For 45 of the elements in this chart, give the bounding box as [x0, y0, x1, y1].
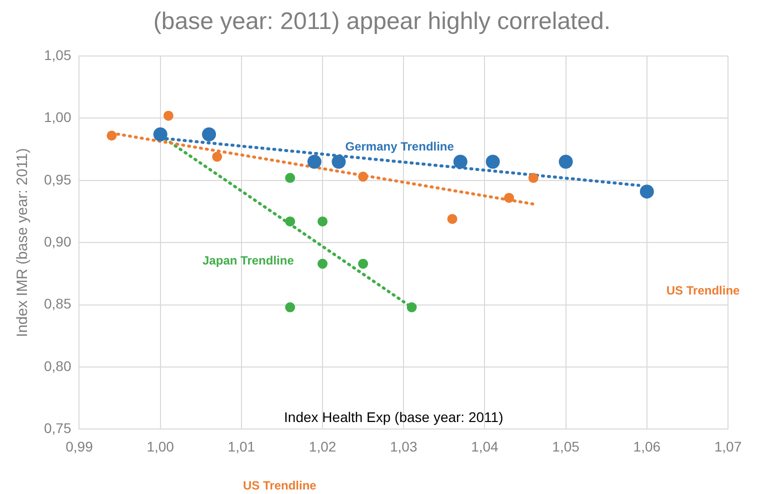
- y-tick-label: 1,00: [44, 109, 72, 126]
- point: [106, 130, 117, 141]
- point: [153, 127, 168, 142]
- point: [202, 127, 216, 142]
- y-tick-label: 0,80: [44, 358, 72, 374]
- point: [285, 216, 296, 226]
- point: [358, 172, 368, 182]
- point: [447, 214, 458, 224]
- text: US Trendline: [666, 283, 740, 298]
- point: [453, 154, 468, 169]
- point: [486, 154, 500, 169]
- point: [318, 258, 328, 269]
- y-tick-label: 0,75: [44, 420, 72, 436]
- y-tick-label: 0,90: [44, 233, 72, 250]
- x-tick-label: 1,04: [471, 438, 499, 454]
- series-label: Japan Trendline: [202, 254, 294, 268]
- y-axis-title: Index IMR (base year: 2011): [14, 148, 32, 338]
- point: [285, 302, 296, 312]
- x-axis-title: Index Health Exp (base year: 2011): [284, 409, 504, 426]
- y-tick-label: 0,95: [44, 171, 72, 188]
- point: [640, 184, 654, 199]
- point: [332, 154, 346, 169]
- x-tick-label: 1,06: [633, 438, 661, 454]
- point: [318, 216, 328, 226]
- series-label: Germany Trendline: [345, 140, 454, 154]
- x-tick-label: 1,00: [146, 438, 174, 454]
- x-tick-label: 1,03: [390, 438, 418, 454]
- point: [406, 302, 417, 312]
- point: [163, 110, 174, 121]
- x-tick-label: 1,02: [308, 438, 336, 454]
- point: [504, 192, 514, 203]
- point: [358, 258, 368, 269]
- x-tick-label: 1,07: [714, 438, 742, 454]
- point: [285, 172, 296, 183]
- point: [307, 154, 322, 169]
- x-tick-label: 1,05: [552, 438, 580, 454]
- text: US Trendline: [243, 478, 317, 492]
- point: [558, 154, 573, 169]
- point: [212, 152, 222, 162]
- x-tick-label: 1,01: [228, 438, 256, 454]
- chart-title: (base year: 2011) appear highly correlated.: [152, 8, 612, 36]
- x-tick-label: 0,99: [66, 438, 94, 454]
- y-tick-label: 1,05: [44, 46, 72, 63]
- point: [528, 172, 538, 183]
- y-tick-label: 0,85: [44, 296, 72, 312]
